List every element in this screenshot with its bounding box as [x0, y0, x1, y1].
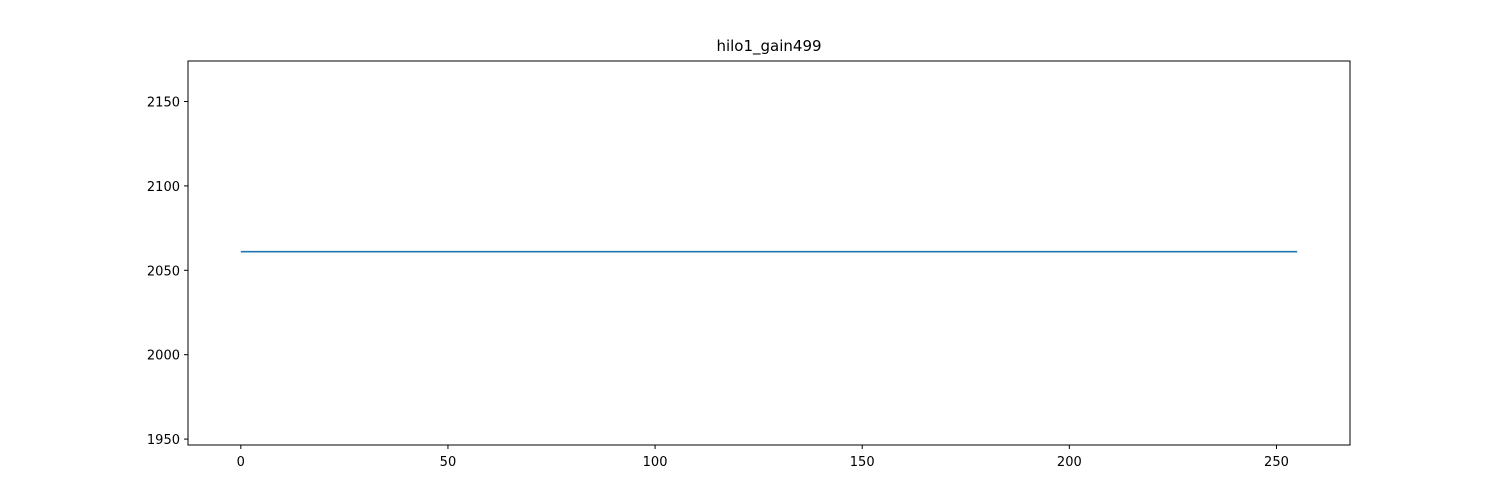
x-tick-label: 150 — [850, 455, 875, 470]
y-tick-label: 2150 — [147, 96, 180, 111]
y-tick-label: 2000 — [147, 349, 180, 364]
x-tick-label: 100 — [643, 455, 668, 470]
x-axis: 0 50 100 150 200 250 — [237, 445, 1289, 470]
x-tick-label: 200 — [1057, 455, 1082, 470]
x-tick-label: 250 — [1264, 455, 1289, 470]
y-axis: 1950 2000 2050 2100 2150 — [147, 96, 188, 448]
chart-title: hilo1_gain499 — [716, 37, 821, 56]
y-tick-label: 2050 — [147, 264, 180, 279]
y-tick-label: 2100 — [147, 180, 180, 195]
x-tick-label: 0 — [237, 455, 245, 470]
x-tick-label: 50 — [440, 455, 457, 470]
y-tick-label: 1950 — [147, 433, 180, 448]
axes-frame — [187, 60, 1351, 446]
